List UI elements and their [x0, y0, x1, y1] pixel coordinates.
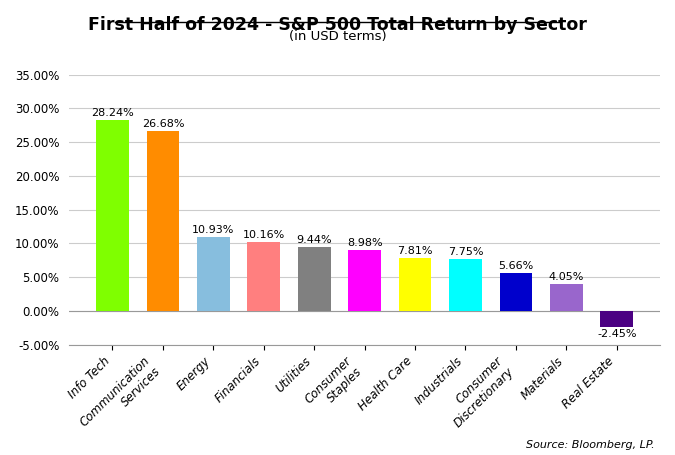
- Bar: [399, 258, 431, 311]
- Bar: [197, 237, 230, 311]
- Bar: [96, 120, 129, 311]
- Text: 7.81%: 7.81%: [398, 246, 433, 256]
- Text: 26.68%: 26.68%: [142, 119, 184, 129]
- Text: First Half of 2024 - S&P 500 Total Return by Sector: First Half of 2024 - S&P 500 Total Retur…: [88, 16, 587, 34]
- Text: -2.45%: -2.45%: [597, 329, 637, 339]
- Bar: [600, 311, 633, 328]
- Bar: [550, 283, 583, 311]
- Bar: [449, 258, 482, 311]
- Bar: [348, 250, 381, 311]
- Bar: [298, 247, 331, 311]
- Text: 10.93%: 10.93%: [192, 225, 234, 235]
- Bar: [247, 243, 280, 311]
- Bar: [146, 131, 180, 311]
- Text: Source: Bloomberg, LP.: Source: Bloomberg, LP.: [526, 440, 655, 450]
- Text: 8.98%: 8.98%: [347, 238, 383, 248]
- Text: 4.05%: 4.05%: [549, 272, 584, 282]
- Text: 5.66%: 5.66%: [498, 261, 533, 271]
- Text: 28.24%: 28.24%: [91, 108, 134, 118]
- Text: 9.44%: 9.44%: [296, 235, 332, 245]
- Text: 10.16%: 10.16%: [242, 230, 285, 240]
- Bar: [500, 273, 533, 311]
- Text: 7.75%: 7.75%: [448, 247, 483, 257]
- Text: (in USD terms): (in USD terms): [289, 30, 386, 43]
